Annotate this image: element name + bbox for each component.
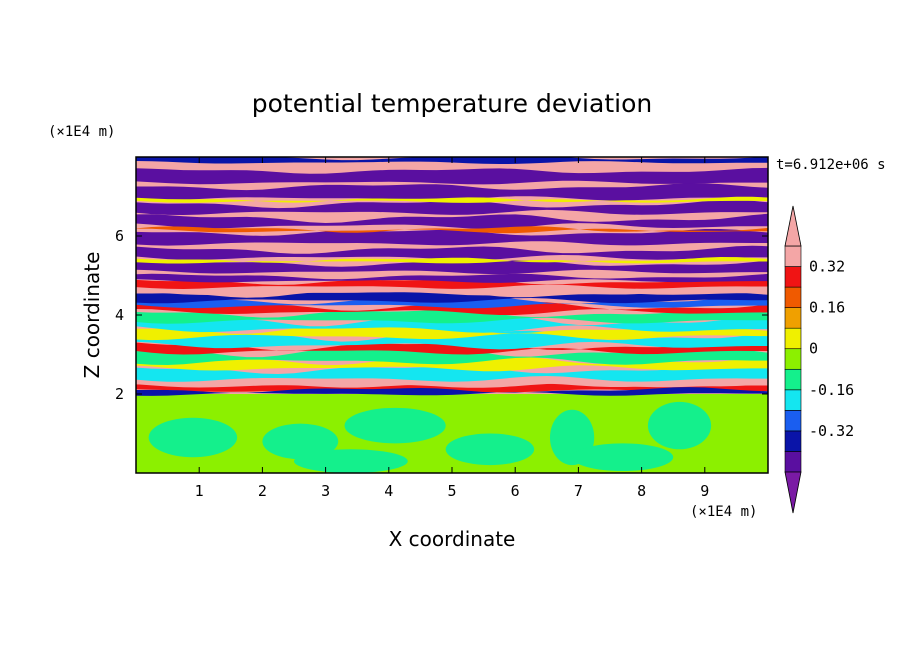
x-tick-label: 7 — [574, 482, 583, 500]
y-tick-label: 2 — [115, 385, 124, 403]
x-tick-label: 2 — [258, 482, 267, 500]
lower-blob — [445, 433, 535, 466]
colorbar-segment — [784, 368, 802, 391]
x-tick-label: 5 — [447, 482, 456, 500]
time-label: t=6.912e+06 s — [776, 157, 886, 173]
upper-band — [136, 245, 768, 261]
colorbar-segment — [784, 451, 802, 473]
colorbar-segment — [784, 307, 802, 329]
upper-band — [136, 167, 768, 185]
colorbar-segment — [784, 245, 802, 267]
mid-band — [136, 302, 768, 315]
colorbar: 0.32 0.16 0 -0.16 -0.32 — [784, 205, 854, 514]
lower-blob — [647, 401, 712, 450]
colorbar-segment — [784, 286, 802, 308]
mid-band — [136, 387, 768, 396]
x-tick-label: 9 — [700, 482, 709, 500]
colorbar-segment — [784, 266, 802, 288]
mid-band — [136, 340, 768, 355]
y-axis-ticks: 2 4 6 — [115, 227, 768, 403]
colorbar-tick-label: 0 — [809, 340, 818, 358]
lower-blob — [572, 443, 674, 472]
colorbar-tick-label: -0.32 — [809, 422, 854, 440]
lower-blob — [344, 407, 446, 444]
colorbar-tick-label: 0.32 — [809, 258, 845, 276]
x-axis-label: X coordinate — [389, 527, 516, 551]
x-tick-label: 3 — [321, 482, 330, 500]
upper-band — [136, 213, 768, 229]
colorbar-tick-label: 0.16 — [809, 299, 845, 317]
colorbar-segment — [784, 327, 802, 350]
mid-band — [136, 273, 768, 283]
upper-band — [136, 196, 768, 203]
x-tick-label: 4 — [384, 482, 393, 500]
mid-band — [136, 323, 768, 341]
y-unit-label: (×1E4 m) — [48, 124, 115, 140]
colorbar-segment — [784, 430, 802, 452]
x-axis-ticks: 1 2 3 4 5 6 7 8 9 — [195, 157, 709, 500]
colorbar-segment — [784, 410, 802, 432]
mid-band — [136, 364, 768, 382]
lower-blob — [294, 449, 408, 473]
y-tick-label: 6 — [115, 227, 124, 245]
mid-band — [136, 284, 768, 296]
y-axis-label: Z coordinate — [80, 252, 104, 379]
mid-band — [136, 330, 768, 350]
upper-band — [136, 257, 768, 264]
chart-title: potential temperature deviation — [252, 89, 652, 118]
lower-blob — [148, 417, 238, 458]
upper-band — [136, 183, 768, 201]
upper-band — [136, 260, 768, 275]
upper-band — [136, 199, 768, 215]
x-unit-label: (×1E4 m) — [690, 504, 757, 520]
mid-band — [136, 314, 768, 333]
upper-band — [136, 229, 768, 246]
colorbar-tick-label: -0.16 — [809, 381, 854, 399]
colorbar-segment — [784, 348, 802, 370]
colorbar-min-triangle — [784, 471, 802, 514]
plot-area — [136, 157, 768, 473]
colorbar-segment — [784, 389, 802, 411]
mid-band — [136, 289, 768, 304]
x-tick-label: 6 — [511, 482, 520, 500]
x-tick-label: 1 — [195, 482, 204, 500]
lower-blob — [262, 423, 339, 460]
upper-band — [136, 226, 768, 234]
mid-band — [136, 345, 768, 365]
x-tick-label: 8 — [637, 482, 646, 500]
mid-band — [136, 277, 768, 289]
contour-field — [136, 157, 768, 473]
y-tick-label: 4 — [115, 306, 124, 324]
mid-band — [136, 308, 768, 324]
colorbar-max-triangle — [784, 205, 802, 247]
